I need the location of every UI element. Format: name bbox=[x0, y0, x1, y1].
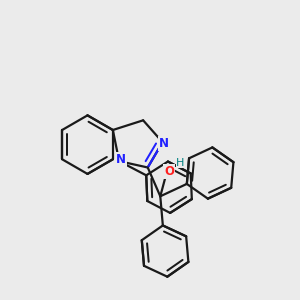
Text: O: O bbox=[164, 165, 174, 178]
Text: H: H bbox=[176, 158, 185, 167]
Text: N: N bbox=[159, 137, 169, 150]
Text: N: N bbox=[116, 153, 126, 166]
